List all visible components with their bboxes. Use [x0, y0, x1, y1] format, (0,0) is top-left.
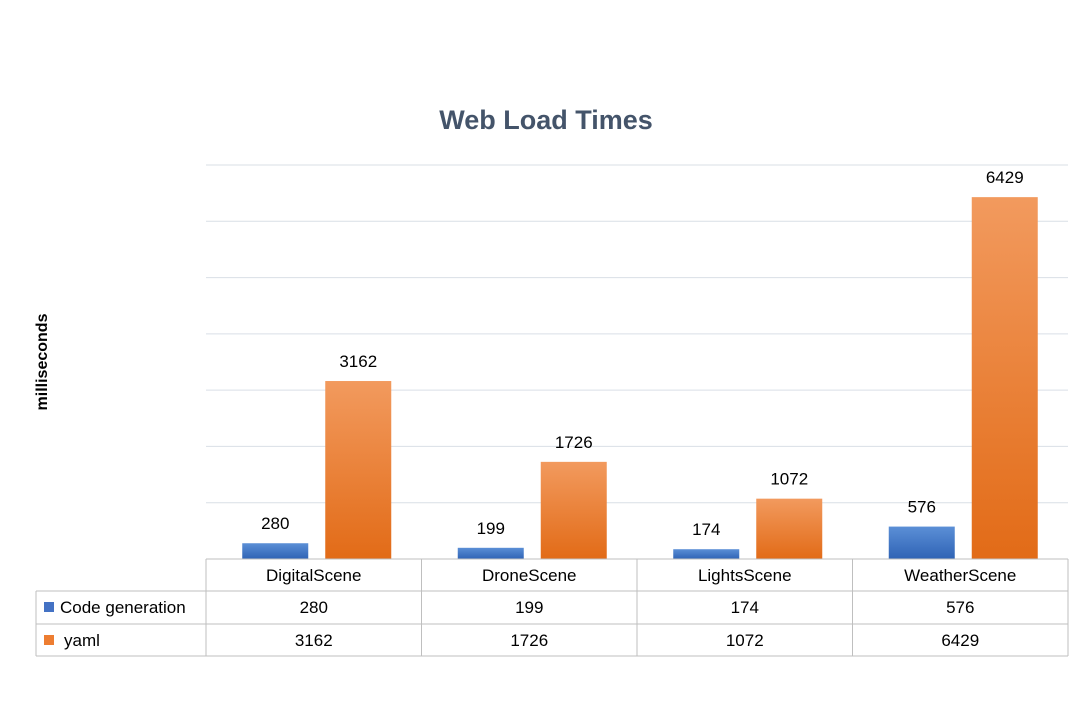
data-table: DigitalScene DroneScene LightsScene Weather…	[35, 558, 1069, 657]
table-cell: 174	[731, 598, 759, 617]
bar-yaml-lightsscene	[756, 498, 823, 559]
legend-key-code-generation	[44, 602, 54, 612]
category-label: WeatherScene	[904, 566, 1016, 585]
table-cell: 280	[300, 598, 328, 617]
data-label: 280	[261, 514, 289, 533]
legend-label: yaml	[64, 631, 100, 650]
legend-label: Code generation	[60, 598, 186, 617]
data-label: 199	[477, 519, 505, 538]
category-label: LightsScene	[698, 566, 792, 585]
bar-yaml-weatherscene	[971, 197, 1038, 559]
data-label: 6429	[986, 168, 1024, 187]
y-axis-label: milliseconds	[34, 313, 51, 410]
chart-title: Web Load Times	[439, 105, 653, 135]
data-label: 1072	[770, 470, 808, 489]
bar-code-generation-lightsscene	[673, 549, 740, 559]
bar-code-generation-weatherscene	[888, 526, 955, 559]
bar-code-generation-digitalscene	[242, 543, 309, 559]
category-label: DroneScene	[482, 566, 577, 585]
table-cell: 3162	[295, 631, 333, 650]
table-cell: 6429	[941, 631, 979, 650]
bars	[242, 197, 1038, 559]
data-labels: 280 199 174 576 3162 1726 1072 6429	[261, 168, 1024, 539]
data-label: 1726	[555, 433, 593, 452]
data-label: 576	[908, 498, 936, 517]
bar-yaml-digitalscene	[325, 381, 392, 559]
table-cell: 199	[515, 598, 543, 617]
legend-key-yaml	[44, 635, 54, 645]
data-label: 174	[692, 520, 720, 539]
table-cell: 1072	[726, 631, 764, 650]
data-label: 3162	[339, 352, 377, 371]
table-cell: 1726	[510, 631, 548, 650]
bar-yaml-dronescene	[540, 461, 607, 559]
bar-code-generation-dronescene	[457, 547, 524, 559]
table-cell: 576	[946, 598, 974, 617]
category-label: DigitalScene	[266, 566, 361, 585]
